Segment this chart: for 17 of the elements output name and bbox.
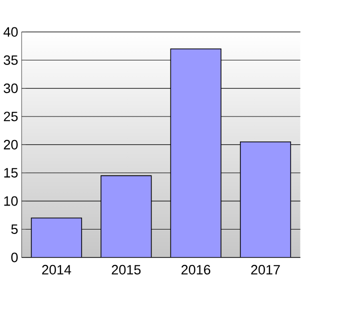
bar — [100, 176, 152, 258]
y-tick-label: 25 — [4, 112, 18, 122]
y-tick-label: 35 — [4, 56, 18, 66]
y-tick-label: 10 — [4, 196, 18, 206]
y-tick-label: 0 — [11, 252, 18, 262]
bar — [240, 142, 292, 258]
x-tick-label: 2017 — [251, 265, 280, 275]
x-tick-label: 2014 — [42, 265, 72, 275]
bar — [170, 49, 221, 258]
y-tick-label: 40 — [4, 27, 18, 37]
y-tick-label: 5 — [11, 224, 18, 234]
y-tick-label: 30 — [4, 84, 18, 94]
y-tick-label: 20 — [4, 140, 18, 150]
y-tick-label: 15 — [4, 168, 18, 178]
bar — [31, 218, 82, 258]
x-tick-label: 2015 — [112, 265, 141, 275]
x-tick-label: 2016 — [182, 265, 210, 275]
